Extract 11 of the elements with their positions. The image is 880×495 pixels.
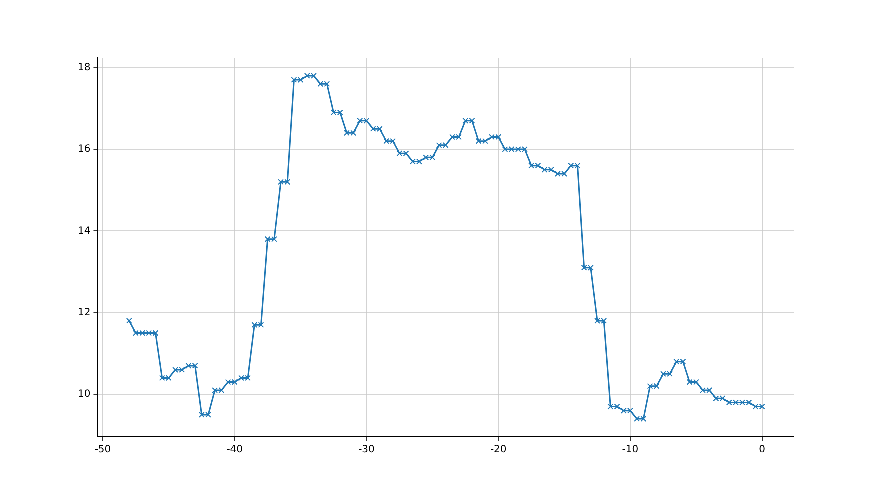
y-tick-label: 10 bbox=[78, 389, 91, 400]
x-tick-label: -10 bbox=[622, 444, 639, 456]
x-tick-label: -30 bbox=[358, 444, 375, 456]
y-tick-label: 12 bbox=[78, 307, 91, 318]
y-tick-label: 14 bbox=[78, 226, 91, 237]
y-tick-label: 18 bbox=[78, 62, 91, 74]
x-tick-label: -40 bbox=[226, 444, 244, 456]
x-tick-label: -50 bbox=[94, 444, 112, 456]
y-tick-label: 16 bbox=[78, 144, 91, 156]
x-tick-label: -20 bbox=[490, 444, 507, 456]
x-tick-label: 0 bbox=[759, 444, 766, 456]
